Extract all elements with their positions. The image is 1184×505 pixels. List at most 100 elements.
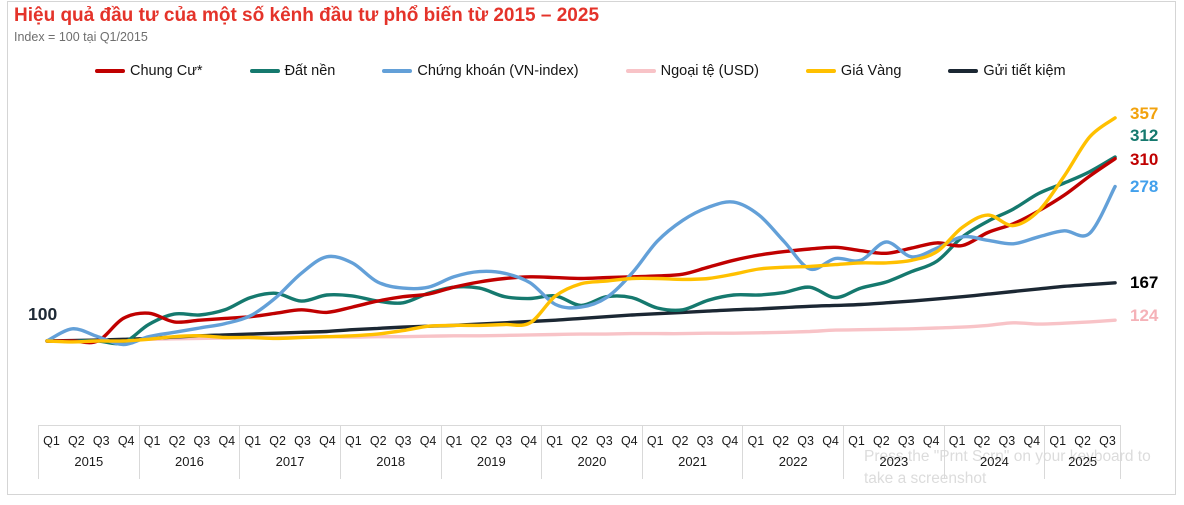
legend: Chung Cư* Đất nền Chứng khoán (VN-index) Ng…	[95, 61, 1066, 81]
quarter-label: Q2	[973, 434, 991, 448]
year-group-2018: Q1 Q2 Q3 Q4 2018	[341, 426, 442, 479]
series-line-gui-tiet-kiem	[45, 281, 1117, 343]
year-group-2024: Q1 Q2 Q3 Q4 2024	[945, 426, 1046, 479]
year-label: 2016	[174, 454, 204, 469]
year-label: 2019	[476, 454, 506, 469]
quarter-label: Q4	[620, 434, 638, 448]
legend-label: Gửi tiết kiệm	[983, 63, 1066, 79]
quarter-label: Q1	[948, 434, 966, 448]
legend-item-gia-vang: Giá Vàng	[805, 63, 902, 79]
series-line-dat-nen	[45, 155, 1117, 346]
legend-item-ngoai-te: Ngoại tệ (USD)	[625, 63, 759, 79]
quarter-label: Q1	[344, 434, 362, 448]
quarter-label: Q1	[848, 434, 865, 448]
quarter-row: Q1 Q2 Q3 Q4	[140, 426, 240, 450]
year-group-2023: Q1 Q2 Q3 Q4 2023	[844, 426, 945, 479]
year-label: 2023	[879, 454, 909, 469]
quarter-label: Q3	[1099, 434, 1116, 448]
quarter-label: Q3	[495, 434, 513, 448]
quarter-label: Q3	[998, 434, 1016, 448]
end-value-label-chung-khoan: 278	[1130, 177, 1159, 196]
series-line-gia-vang	[45, 116, 1117, 344]
quarter-label: Q1	[747, 434, 765, 448]
year-label: 2021	[678, 454, 708, 469]
quarter-label: Q2	[671, 434, 689, 448]
quarter-label: Q2	[369, 434, 387, 448]
quarter-row: Q1 Q2 Q3	[1045, 426, 1120, 450]
quarter-row: Q1 Q2 Q3 Q4	[844, 426, 944, 450]
quarter-row: Q1 Q2 Q3 Q4	[341, 426, 441, 450]
x-axis-table: Q1 Q2 Q3 Q4 2015 Q1 Q2 Q3 Q4 2016 Q1 Q2 Q3 Q4 2017 Q1 Q2…	[38, 425, 1121, 479]
quarter-label: Q4	[721, 434, 739, 448]
page-subtitle: Index = 100 tại Q1/2015	[14, 30, 148, 44]
end-value-label-chung-cu: 310	[1130, 150, 1159, 169]
quarter-label: Q4	[419, 434, 437, 448]
quarter-label: Q3	[596, 434, 613, 448]
legend-label: Giá Vàng	[840, 63, 902, 79]
quarter-label: Q3	[294, 434, 311, 448]
legend-swatch-icon	[625, 69, 656, 73]
quarter-label: Q1	[546, 434, 563, 448]
legend-swatch-icon	[948, 69, 979, 73]
quarter-label: Q4	[922, 434, 940, 448]
year-label: 2020	[577, 454, 607, 469]
quarter-label: Q1	[244, 434, 262, 448]
end-value-label-gui-tiet-kiem: 167	[1130, 273, 1159, 292]
quarter-label: Q1	[1049, 434, 1067, 448]
quarter-label: Q1	[143, 434, 161, 448]
legend-item-gui-tiet-kiem: Gửi tiết kiệm	[948, 63, 1066, 79]
year-group-2020: Q1 Q2 Q3 Q4 2020	[542, 426, 643, 479]
legend-label: Chung Cư*	[130, 63, 203, 79]
year-group-2017: Q1 Q2 Q3 Q4 2017	[240, 426, 341, 479]
legend-swatch-icon	[249, 69, 280, 73]
legend-label: Đất nền	[284, 63, 336, 79]
quarter-label: Q1	[646, 434, 664, 448]
quarter-label: Q2	[1074, 434, 1091, 448]
watermark: Press the "Prnt Scrn" on your keyboard t…	[864, 448, 1151, 488]
quarter-label: Q2	[772, 434, 790, 448]
legend-label: Ngoại tệ (USD)	[660, 63, 759, 79]
quarter-label: Q4	[520, 434, 538, 448]
quarter-label: Q3	[696, 434, 714, 448]
quarter-row: Q1 Q2 Q3 Q4	[442, 426, 542, 450]
quarter-label: Q3	[897, 434, 915, 448]
quarter-label: Q4	[218, 434, 236, 448]
quarter-label: Q4	[822, 434, 839, 448]
base-value-label: 100	[28, 304, 58, 324]
quarter-row: Q1 Q2 Q3 Q4	[542, 426, 642, 450]
legend-swatch-icon	[95, 69, 125, 73]
quarter-label: Q4	[1023, 434, 1041, 448]
legend-swatch-icon	[805, 69, 836, 73]
quarter-label: Q3	[193, 434, 211, 448]
legend-item-chung-cu: Chung Cư*	[95, 63, 203, 79]
year-label: 2018	[376, 454, 406, 469]
quarter-label: Q2	[470, 434, 488, 448]
year-group-2015: Q1 Q2 Q3 Q4 2015	[38, 426, 140, 479]
quarter-label: Q1	[445, 434, 463, 448]
series-line-chung-khoan	[45, 184, 1117, 347]
quarter-label: Q1	[43, 434, 60, 448]
quarter-label: Q3	[394, 434, 412, 448]
year-label: 2017	[275, 454, 305, 469]
series-line-ngoai-te	[45, 318, 1117, 343]
quarter-label: Q3	[797, 434, 814, 448]
year-group-2019: Q1 Q2 Q3 Q4 2019	[442, 426, 543, 479]
quarter-label: Q2	[571, 434, 588, 448]
end-value-label-ngoai-te: 124	[1130, 306, 1159, 325]
year-label: 2024	[979, 454, 1009, 469]
legend-label: Chứng khoán (VN-index)	[417, 63, 579, 79]
quarter-row: Q1 Q2 Q3 Q4	[39, 426, 139, 450]
quarter-row: Q1 Q2 Q3 Q4	[643, 426, 743, 450]
legend-swatch-icon	[382, 69, 413, 73]
year-group-2021: Q1 Q2 Q3 Q4 2021	[643, 426, 744, 479]
quarter-label: Q4	[117, 434, 135, 448]
year-label: 2022	[778, 454, 808, 469]
year-group-2022: Q1 Q2 Q3 Q4 2022	[743, 426, 844, 479]
legend-item-dat-nen: Đất nền	[249, 63, 336, 79]
quarter-row: Q1 Q2 Q3 Q4	[743, 426, 843, 450]
quarter-row: Q1 Q2 Q3 Q4	[945, 426, 1045, 450]
quarter-label: Q2	[68, 434, 85, 448]
year-label: 2015	[74, 454, 104, 469]
